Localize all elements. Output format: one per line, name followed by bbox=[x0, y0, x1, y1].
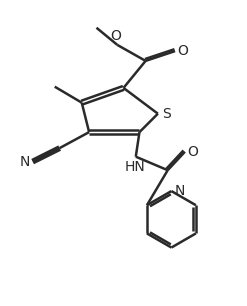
Text: O: O bbox=[178, 44, 188, 58]
Text: O: O bbox=[187, 145, 198, 159]
Text: O: O bbox=[111, 29, 122, 43]
Text: N: N bbox=[19, 155, 30, 169]
Text: HN: HN bbox=[124, 160, 145, 174]
Text: N: N bbox=[175, 184, 185, 198]
Text: S: S bbox=[162, 107, 171, 121]
